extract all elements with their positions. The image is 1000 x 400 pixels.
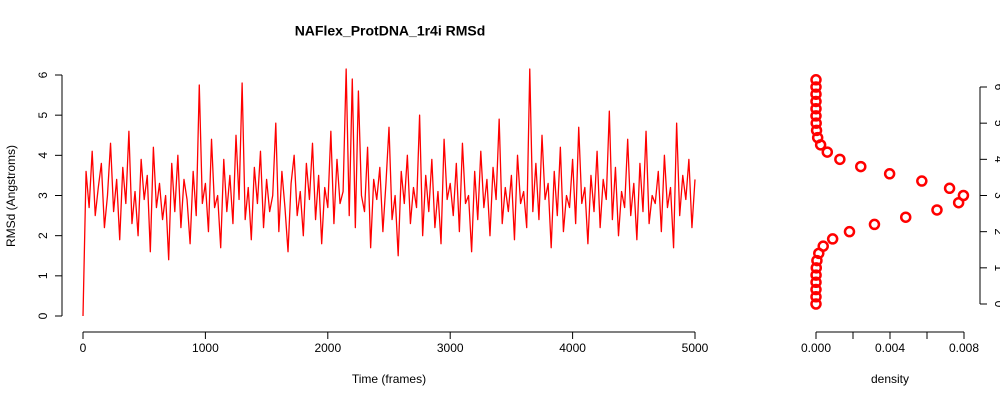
density-point: [810, 95, 822, 108]
density-point: [855, 160, 867, 173]
density-point: [810, 124, 823, 137]
data-line: [82, 68, 696, 317]
y-tick-label: 2: [36, 232, 50, 239]
density-point: [943, 182, 956, 195]
density-point: [810, 269, 822, 281]
density-point: [899, 211, 912, 223]
y-tick-label: 0: [992, 301, 1000, 308]
y-tick-label: 5: [36, 112, 50, 119]
density-point: [810, 276, 822, 289]
x-axis-label: Time (frames): [352, 372, 426, 386]
y-tick-label: 4: [992, 156, 1000, 163]
x-axis-label: density: [871, 372, 909, 386]
density-point: [810, 81, 822, 93]
x-tick-label: 0.000: [801, 341, 831, 355]
x-tick-label: 1000: [192, 341, 219, 355]
chart-title: NAFlex_ProtDNA_1r4i RMSd: [295, 23, 486, 39]
y-tick-label: 4: [36, 152, 50, 159]
density-point: [916, 175, 928, 187]
density-point: [811, 254, 823, 267]
y-tick-label: 3: [992, 192, 1000, 199]
density-point: [817, 240, 829, 252]
x-tick-label: 0: [80, 341, 87, 355]
density-point: [810, 88, 822, 100]
density-point: [957, 189, 970, 202]
density-point: [810, 291, 822, 303]
y-axis-label: RMSd (Angstroms): [4, 145, 18, 247]
y-tick-label: 1: [36, 272, 50, 279]
x-tick-label: 5000: [682, 341, 709, 355]
density-point: [810, 102, 822, 115]
x-tick-label: 4000: [559, 341, 586, 355]
x-tick-label: 2000: [314, 341, 341, 355]
density-point: [810, 110, 822, 122]
density-point: [821, 146, 834, 158]
density-point: [810, 262, 823, 274]
y-tick-label: 0: [36, 312, 50, 319]
y-tick-label: 1: [992, 264, 1000, 271]
y-tick-label: 5: [992, 120, 1000, 127]
density-point: [811, 131, 824, 144]
x-tick-label: 3000: [437, 341, 464, 355]
x-tick-label: 0.008: [949, 341, 979, 355]
density-point: [931, 204, 943, 216]
y-tick-label: 3: [36, 192, 50, 199]
density-point: [810, 283, 822, 296]
density-point: [834, 153, 846, 166]
density-point: [810, 117, 822, 129]
density-point: [868, 218, 881, 231]
density-point: [810, 298, 822, 310]
density-point: [810, 74, 822, 86]
y-tick-label: 6: [992, 84, 1000, 91]
density-point: [843, 225, 856, 238]
density-point: [826, 233, 839, 245]
y-tick-label: 6: [36, 71, 50, 78]
x-tick-label: 0.004: [875, 341, 905, 355]
density-point: [883, 168, 896, 180]
y-tick-label: 2: [992, 228, 1000, 235]
